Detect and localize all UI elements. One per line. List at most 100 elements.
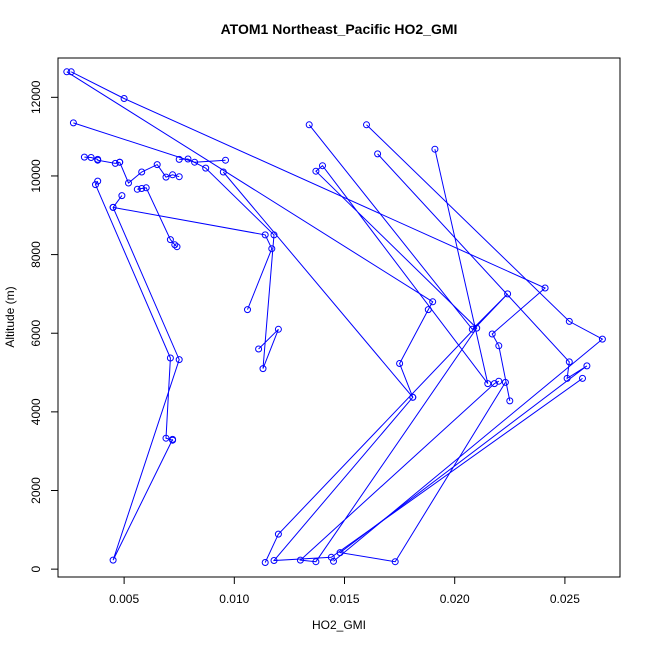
- data-point: [579, 374, 586, 382]
- data-point: [363, 121, 370, 129]
- data-point: [274, 530, 282, 538]
- y-axis: 0 2000 4000 6000 8000 10000 12000: [29, 80, 59, 572]
- data-point: [125, 179, 132, 187]
- data-point: [175, 155, 183, 163]
- data-point: [583, 362, 591, 370]
- series-line: [222, 171, 583, 562]
- series-layer: [63, 68, 606, 566]
- data-point: [162, 434, 170, 442]
- y-tick-label: 10000: [29, 159, 43, 193]
- chart-title: ATOM1 Northeast_Pacific HO2_GMI: [221, 21, 458, 37]
- series-line: [94, 180, 180, 561]
- series-line: [119, 162, 180, 184]
- x-tick-label: 0.010: [219, 592, 249, 606]
- data-point: [565, 358, 573, 366]
- x-tick-label: 0.015: [329, 592, 359, 606]
- data-point: [222, 156, 229, 164]
- data-point: [166, 354, 174, 362]
- y-tick-label: 6000: [29, 320, 43, 347]
- x-tick-label: 0.020: [440, 592, 470, 606]
- y-tick-label: 12000: [29, 80, 43, 114]
- data-point: [142, 184, 150, 192]
- data-point: [598, 335, 606, 343]
- data-point: [563, 374, 571, 382]
- series-line: [264, 124, 508, 563]
- data-point: [312, 558, 320, 566]
- series-line: [70, 71, 547, 401]
- data-point: [268, 245, 276, 253]
- data-point: [120, 95, 128, 102]
- data-point: [162, 173, 170, 181]
- series-line: [113, 206, 273, 310]
- data-point: [166, 236, 174, 244]
- y-tick-label: 2000: [29, 477, 43, 504]
- data-point: [94, 177, 102, 185]
- data-point: [473, 324, 481, 332]
- data-point: [116, 158, 124, 166]
- series-line: [179, 158, 279, 369]
- series-line: [299, 149, 500, 563]
- data-point: [138, 168, 146, 176]
- series-line: [84, 156, 120, 164]
- data-point: [109, 203, 117, 211]
- data-point: [169, 171, 177, 179]
- data-point: [175, 173, 183, 181]
- data-point: [133, 185, 141, 193]
- data-point: [391, 558, 399, 566]
- data-point: [506, 397, 514, 405]
- data-point: [261, 559, 269, 566]
- data-point: [565, 317, 573, 325]
- data-point: [219, 168, 227, 176]
- data-point: [255, 345, 263, 353]
- data-point: [495, 342, 503, 350]
- data-point: [111, 159, 119, 167]
- y-axis-label: Altitude (m): [3, 286, 17, 347]
- y-tick-label: 4000: [29, 398, 43, 425]
- y-tick-label: 8000: [29, 241, 43, 268]
- data-point: [501, 378, 509, 386]
- data-point: [330, 557, 337, 565]
- data-point: [171, 241, 179, 249]
- plot-frame: [57, 57, 621, 578]
- data-point: [312, 167, 320, 175]
- data-point: [153, 161, 161, 169]
- data-point: [244, 306, 251, 314]
- series-line: [137, 187, 178, 248]
- data-point: [296, 556, 304, 564]
- data-point: [495, 377, 503, 385]
- data-point: [429, 298, 437, 306]
- data-point: [409, 393, 417, 401]
- data-point: [396, 360, 404, 367]
- data-point: [270, 557, 278, 564]
- data-point: [80, 153, 88, 161]
- data-point: [374, 150, 382, 158]
- data-point: [274, 325, 282, 333]
- data-point: [63, 68, 71, 76]
- x-tick-label: 0.025: [550, 592, 580, 606]
- data-point: [92, 181, 99, 189]
- data-point: [327, 553, 335, 561]
- data-point: [69, 119, 77, 127]
- data-point: [109, 556, 117, 564]
- series-line: [66, 71, 434, 398]
- data-point: [169, 435, 177, 443]
- data-point: [488, 330, 496, 338]
- data-point: [305, 121, 313, 129]
- data-point: [191, 158, 199, 166]
- data-point: [94, 156, 102, 164]
- data-point: [175, 356, 183, 364]
- series-line: [338, 153, 588, 563]
- data-point: [259, 365, 267, 373]
- x-axis-label: HO2_GMI: [312, 618, 366, 632]
- data-point: [431, 145, 439, 153]
- data-point: [184, 155, 192, 163]
- data-point: [504, 290, 512, 298]
- data-point: [138, 185, 146, 192]
- data-point: [319, 162, 326, 170]
- data-point: [87, 154, 95, 161]
- series-line: [333, 124, 604, 562]
- data-point: [173, 243, 181, 251]
- data-point: [202, 164, 210, 172]
- data-point: [261, 231, 269, 239]
